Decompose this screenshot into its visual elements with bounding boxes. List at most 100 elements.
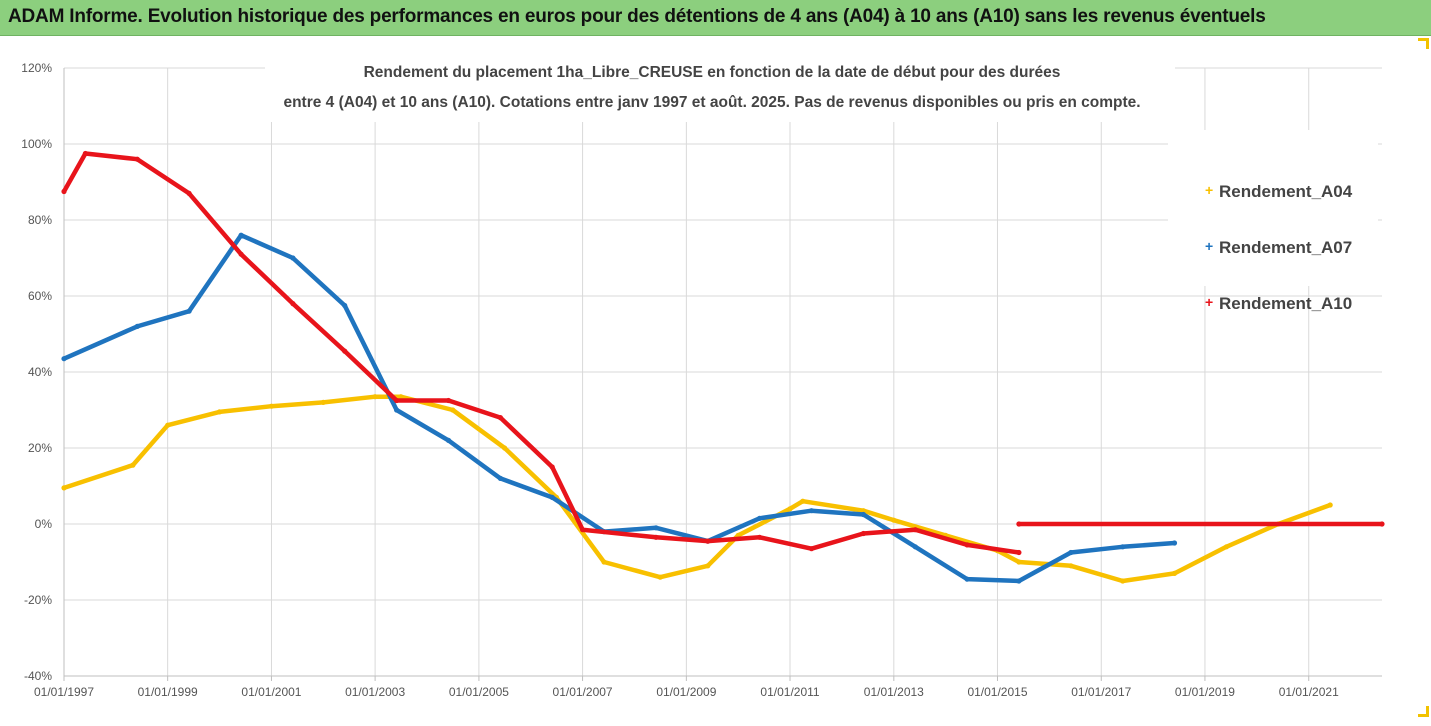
data-point — [964, 542, 970, 548]
data-point — [653, 525, 659, 531]
y-tick-label: 120% — [21, 61, 52, 75]
data-point — [860, 508, 867, 514]
legend-label: Rendement_A04 — [1219, 182, 1353, 201]
x-tick-label: 01/01/2009 — [656, 685, 716, 699]
data-point — [601, 559, 607, 565]
data-point — [808, 546, 815, 552]
data-point — [398, 394, 404, 400]
chart-area: -40% -20% 0% 20% 40% 60% 80% 100% 120% 01/01/199… — [0, 36, 1431, 721]
data-point — [1120, 544, 1126, 550]
title-background — [265, 50, 1175, 122]
x-tick-label: 01/01/2007 — [553, 685, 613, 699]
data-point — [1016, 549, 1022, 556]
data-point — [372, 394, 378, 400]
data-point — [912, 527, 918, 533]
data-point — [787, 506, 793, 512]
data-point — [657, 574, 663, 580]
series-line-rendement_a07 — [61, 232, 1177, 584]
x-tick-label: 01/01/2017 — [1071, 685, 1131, 699]
x-tick-label: 01/01/1997 — [34, 685, 94, 699]
data-point — [394, 397, 400, 404]
banner: ADAM Informe. Evolution historique des p… — [0, 0, 1431, 36]
data-point — [757, 515, 763, 521]
data-point — [342, 302, 348, 309]
y-tick-label: 60% — [28, 289, 52, 303]
data-point — [186, 308, 192, 314]
data-point — [1379, 521, 1385, 527]
data-point — [757, 534, 763, 540]
data-point — [860, 511, 867, 518]
data-point — [1016, 559, 1022, 565]
data-point — [134, 156, 140, 162]
data-point — [1223, 544, 1229, 550]
data-point — [61, 188, 67, 195]
data-point — [705, 563, 711, 569]
data-point — [61, 485, 67, 491]
data-point — [1120, 578, 1126, 584]
y-axis: -40% -20% 0% 20% 40% 60% 80% 100% 120% — [21, 61, 65, 683]
y-tick-label: -20% — [24, 593, 52, 607]
x-tick-label: 01/01/1999 — [138, 685, 198, 699]
legend-marker: + — [1205, 238, 1213, 254]
legend: + Rendement_A04 + Rendement_A07 + Rendement_A… — [1168, 130, 1378, 313]
y-tick-label: 40% — [28, 365, 52, 379]
x-axis: 01/01/1997 01/01/1999 01/01/2001 01/01/2003… — [34, 675, 1382, 699]
data-point — [549, 464, 555, 470]
chart-title-line-1: Rendement du placement 1ha_Libre_CREUSE … — [364, 64, 1061, 81]
x-tick-label: 01/01/2003 — [345, 685, 405, 699]
legend-marker: + — [1205, 294, 1213, 310]
data-point — [502, 445, 508, 451]
x-tick-label: 01/01/2015 — [967, 685, 1027, 699]
data-point — [1327, 502, 1333, 508]
series-line-rendement_a10 — [61, 151, 1022, 555]
data-point — [186, 190, 192, 196]
data-point — [1068, 563, 1074, 569]
data-point — [445, 397, 452, 404]
data-point — [497, 475, 503, 481]
legend-label: Rendement_A07 — [1219, 238, 1352, 257]
x-tick-label: 01/01/2019 — [1175, 685, 1235, 699]
banner-title: ADAM Informe. Evolution historique des p… — [8, 6, 1266, 27]
data-point — [290, 255, 296, 261]
legend-background — [1168, 130, 1378, 286]
x-tick-label: 01/01/2011 — [760, 685, 819, 699]
data-point — [342, 348, 348, 354]
data-point — [549, 494, 555, 500]
data-point — [1016, 578, 1022, 584]
x-tick-label: 01/01/2013 — [864, 685, 924, 699]
data-point — [497, 415, 503, 421]
series-line-rendement_a04 — [61, 394, 1333, 584]
data-point — [268, 403, 275, 409]
chart-title-box: Rendement du placement 1ha_Libre_CREUSE … — [265, 50, 1175, 122]
data-point — [1016, 521, 1022, 527]
data-point — [82, 150, 88, 157]
data-point — [580, 527, 586, 533]
x-tick-label: 01/01/2005 — [449, 685, 509, 699]
data-point — [394, 407, 400, 413]
data-point — [800, 498, 806, 504]
data-point — [1171, 570, 1178, 577]
data-point — [130, 462, 136, 468]
line-chart: -40% -20% 0% 20% 40% 60% 80% 100% 120% 01/01/199… — [21, 50, 1385, 699]
corner-mark-bottom-right — [1418, 706, 1429, 717]
data-point — [1068, 549, 1074, 556]
data-point — [216, 409, 223, 415]
data-point — [912, 544, 918, 550]
y-tick-label: 80% — [28, 213, 52, 227]
data-point — [705, 538, 711, 544]
legend-marker: + — [1205, 182, 1213, 198]
data-point — [891, 517, 897, 523]
x-tick-label: 01/01/2001 — [241, 685, 301, 699]
series-lines — [61, 150, 1385, 584]
data-point — [1171, 540, 1178, 546]
data-point — [808, 508, 815, 514]
data-point — [860, 530, 867, 537]
data-point — [134, 323, 140, 329]
data-point — [320, 399, 326, 405]
data-point — [165, 422, 171, 428]
data-point — [238, 251, 244, 257]
data-point — [445, 437, 452, 443]
data-point — [290, 301, 296, 307]
data-point — [450, 407, 456, 413]
x-tick-label: 01/01/2021 — [1279, 685, 1339, 699]
